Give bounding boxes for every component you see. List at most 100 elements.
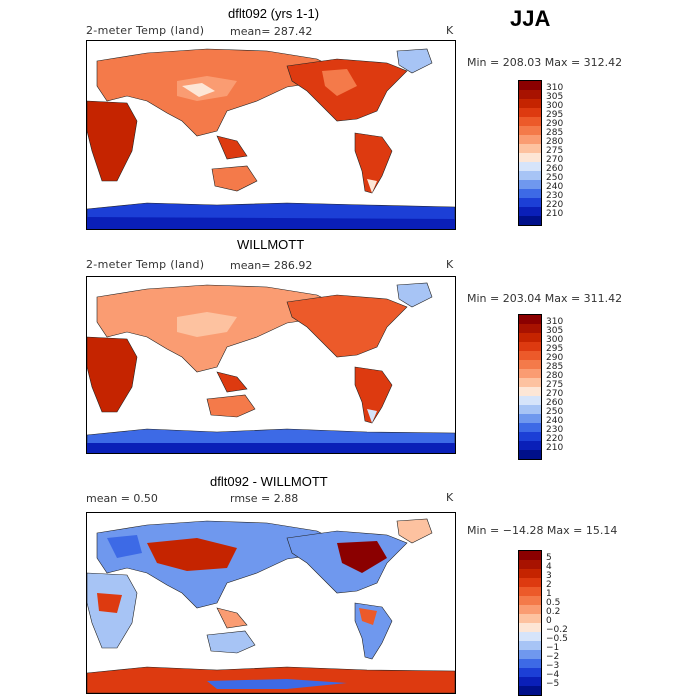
colorbar-swatch xyxy=(519,162,541,171)
colorbar-tick-label: −0.5 xyxy=(546,634,568,644)
colorbar-swatch xyxy=(519,668,541,677)
colorbar-swatch xyxy=(519,135,541,144)
colorbar-swatch xyxy=(519,378,541,387)
colorbar-swatch xyxy=(519,596,541,605)
colorbar-swatch xyxy=(519,450,541,459)
panel-1-mean: mean= 287.42 xyxy=(230,25,313,38)
colorbar-swatch xyxy=(519,605,541,614)
colorbar-swatch xyxy=(519,569,541,578)
colorbar-tick-label: −1 xyxy=(546,643,560,653)
colorbar-swatch xyxy=(519,659,541,668)
colorbar-tick-label: 240 xyxy=(546,182,564,192)
colorbar-swatch xyxy=(519,432,541,441)
colorbar-tick-label: 300 xyxy=(546,101,564,111)
panel-1-minmax: Min = 208.03 Max = 312.42 xyxy=(467,56,623,69)
panel-1-map-svg xyxy=(87,48,455,229)
colorbar-swatch xyxy=(519,360,541,369)
panel-2-mean: mean= 286.92 xyxy=(230,259,313,272)
colorbar-swatch xyxy=(519,632,541,641)
colorbar-swatch xyxy=(519,551,541,560)
colorbar-swatch xyxy=(519,108,541,117)
colorbar-tick-label: −2 xyxy=(546,652,560,662)
colorbar-swatch xyxy=(519,144,541,153)
panel-3-minmax: Min = −14.28 Max = 15.14 xyxy=(467,524,618,537)
colorbar-tick-label: 230 xyxy=(546,425,564,435)
colorbar-swatch xyxy=(519,578,541,587)
colorbar-swatch xyxy=(519,677,541,686)
colorbar-swatch xyxy=(519,90,541,99)
colorbar-swatch xyxy=(519,333,541,342)
colorbar-tick-label: 270 xyxy=(546,155,564,165)
colorbar-tick-label: 305 xyxy=(546,326,564,336)
colorbar-swatch xyxy=(519,117,541,126)
panel-3-mean: mean = 0.50 xyxy=(86,492,158,505)
colorbar-tick-label: 4 xyxy=(546,562,552,572)
colorbar-tick-label: 3 xyxy=(546,571,552,581)
panel-2-title: WILLMOTT xyxy=(237,237,305,252)
colorbar-swatch xyxy=(519,342,541,351)
colorbar-swatch xyxy=(519,405,541,414)
colorbar-swatch xyxy=(519,189,541,198)
colorbar-tick-label: −0.2 xyxy=(546,625,568,635)
panel-3-title: dflt092 - WILLMOTT xyxy=(210,474,328,489)
colorbar-swatch xyxy=(519,641,541,650)
panel-2-minmax: Min = 203.04 Max = 311.42 xyxy=(467,292,623,305)
panel-1-map xyxy=(86,40,456,230)
colorbar-tick-label: 305 xyxy=(546,92,564,102)
panel-3-units: K xyxy=(446,491,454,504)
colorbar-swatch xyxy=(519,441,541,450)
colorbar-swatch xyxy=(519,614,541,623)
colorbar-tick-label: 295 xyxy=(546,110,564,120)
colorbar-tick-label: 250 xyxy=(546,173,564,183)
colorbar-tick-label: 295 xyxy=(546,344,564,354)
colorbar-tick-label: 210 xyxy=(546,209,564,219)
colorbar-tick-label: 270 xyxy=(546,389,564,399)
colorbar-tick-label: −4 xyxy=(546,670,560,680)
colorbar-tick-label: 0.5 xyxy=(546,598,561,608)
colorbar-swatch xyxy=(519,324,541,333)
colorbar-swatch xyxy=(519,171,541,180)
colorbar-tick-label: 0.2 xyxy=(546,607,561,617)
panel-2-variable-label: 2-meter Temp (land) xyxy=(86,258,205,271)
colorbar-tick-label: 310 xyxy=(546,83,564,93)
panel-1-variable-label: 2-meter Temp (land) xyxy=(86,24,205,37)
colorbar-tick-label: 220 xyxy=(546,200,564,210)
panel-2-map-svg xyxy=(87,282,455,453)
panel-1-units: K xyxy=(446,24,454,37)
colorbar-tick-label: 310 xyxy=(546,317,564,327)
colorbar-tick-label: −5 xyxy=(546,679,560,689)
colorbar-swatch xyxy=(519,623,541,632)
colorbar-tick-label: 210 xyxy=(546,443,564,453)
colorbar-tick-label: 300 xyxy=(546,335,564,345)
colorbar-tick-label: 250 xyxy=(546,407,564,417)
colorbar-tick-label: 5 xyxy=(546,553,552,563)
colorbar-swatch xyxy=(519,396,541,405)
colorbar-swatch xyxy=(519,560,541,569)
colorbar-tick-label: 280 xyxy=(546,137,564,147)
colorbar-tick-label: 260 xyxy=(546,164,564,174)
colorbar-tick-label: 280 xyxy=(546,371,564,381)
panel-3-colorbar xyxy=(518,550,542,696)
colorbar-tick-label: 260 xyxy=(546,398,564,408)
panel-2-units: K xyxy=(446,258,454,271)
colorbar-tick-label: 2 xyxy=(546,580,552,590)
colorbar-swatch xyxy=(519,650,541,659)
season-label: JJA xyxy=(510,6,551,31)
panel-1-colorbar xyxy=(518,80,542,226)
colorbar-swatch xyxy=(519,414,541,423)
panel-3-rmse: rmse = 2.88 xyxy=(230,492,299,505)
colorbar-swatch xyxy=(519,99,541,108)
colorbar-swatch xyxy=(519,587,541,596)
colorbar-tick-label: 240 xyxy=(546,416,564,426)
colorbar-swatch xyxy=(519,180,541,189)
colorbar-swatch xyxy=(519,686,541,695)
colorbar-swatch xyxy=(519,81,541,90)
colorbar-swatch xyxy=(519,351,541,360)
colorbar-tick-label: 275 xyxy=(546,380,564,390)
colorbar-swatch xyxy=(519,153,541,162)
colorbar-tick-label: 220 xyxy=(546,434,564,444)
panel-2-colorbar xyxy=(518,314,542,460)
colorbar-swatch xyxy=(519,387,541,396)
colorbar-swatch xyxy=(519,315,541,324)
panel-1-title: dflt092 (yrs 1-1) xyxy=(228,6,320,21)
